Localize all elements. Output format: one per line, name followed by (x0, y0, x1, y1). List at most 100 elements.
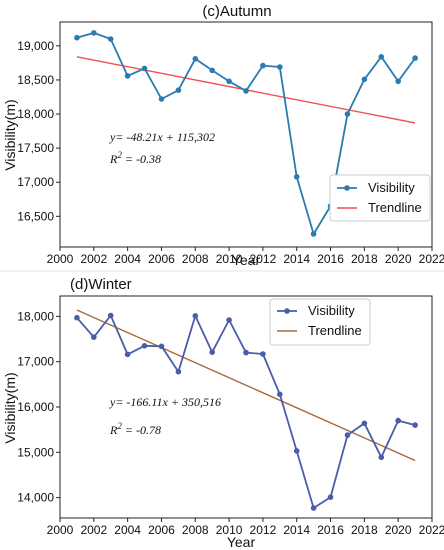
x-tick-label: 2014 (283, 523, 310, 537)
data-point (412, 55, 418, 61)
data-point (293, 174, 300, 180)
r-squared: R2 = -0.38 (109, 150, 161, 166)
tick-layer: 2000 2002 2004 2006 2008 2010 2012 2014 2016 2018… (17, 39, 444, 266)
x-tick-label: 2014 (283, 252, 310, 266)
x-tick-label: 2020 (385, 523, 412, 537)
trend-equation: y= -48.21x + 115,302 (109, 130, 215, 144)
data-point (327, 494, 334, 501)
equation-annotation: y= -166.11x + 350,516 R2 = -0.78 (109, 395, 221, 437)
y-tick-label: 17,500 (17, 141, 54, 155)
data-point (192, 56, 199, 62)
x-axis-label: Year (227, 534, 256, 550)
x-tick-label: 2022 (419, 523, 444, 537)
x-tick-label: 2018 (351, 523, 378, 537)
x-tick-label: 2008 (182, 523, 209, 537)
x-tick-label: 2012 (250, 252, 277, 266)
chart-title: (c)Autumn (202, 3, 271, 20)
y-tick-label: 15,000 (17, 445, 54, 459)
r-squared: R2 = -0.78 (109, 421, 161, 437)
data-point (192, 313, 199, 319)
x-tick-label: 2016 (317, 523, 344, 537)
chart-autumn: (c)Autumn 2000 2002 2004 2006 2008 2010 2012 20… (2, 3, 444, 268)
y-tick-label: 18,500 (17, 73, 54, 87)
x-tick-label: 2022 (419, 252, 444, 266)
y-tick-label: 16,000 (17, 400, 54, 414)
data-point (141, 65, 148, 72)
data-point (395, 78, 402, 85)
x-tick-label: 2004 (114, 252, 141, 266)
legend-label-trendline: Trendline (368, 200, 422, 215)
data-point (277, 64, 283, 70)
trend-equation: y= -166.11x + 350,516 (109, 395, 221, 409)
legend: Visibility Trendline (329, 174, 431, 222)
y-tick-label: 17,000 (17, 355, 54, 369)
data-point (158, 343, 165, 350)
data-point (226, 317, 232, 323)
legend-marker-visibility (284, 308, 290, 314)
data-point (209, 349, 215, 356)
x-tick-label: 2000 (47, 252, 74, 266)
y-tick-label: 14,000 (17, 491, 54, 505)
data-point (158, 96, 165, 102)
equation-annotation: y= -48.21x + 115,302 R2 = -0.38 (109, 130, 215, 166)
legend-marker-visibility (344, 185, 350, 191)
data-point (243, 349, 249, 356)
data-point (91, 334, 97, 341)
data-point (395, 417, 402, 424)
data-point (175, 368, 182, 375)
data-point (378, 54, 385, 60)
trendline (76, 309, 416, 462)
data-point (107, 36, 114, 42)
data-point (107, 312, 114, 319)
x-tick-label: 2010 (216, 252, 243, 266)
legend-label-visibility: Visibility (308, 303, 355, 318)
data-point (124, 73, 131, 79)
x-tick-label: 2004 (114, 523, 141, 537)
data-point (124, 351, 131, 358)
y-tick-label: 19,000 (17, 39, 54, 53)
legend-label-visibility: Visibility (368, 180, 415, 195)
data-point (277, 391, 283, 398)
y-tick-label: 18,000 (17, 107, 54, 121)
data-point (91, 30, 97, 36)
data-point (310, 505, 317, 511)
x-tick-label: 2012 (250, 523, 277, 537)
x-tick-label: 2020 (385, 252, 412, 266)
x-tick-label: 2002 (80, 252, 107, 266)
x-tick-label: 2006 (148, 523, 175, 537)
y-tick-label: 17,000 (17, 175, 54, 189)
data-point (74, 34, 80, 41)
x-tick-label: 2010 (216, 523, 243, 537)
x-tick-label: 2002 (80, 523, 107, 537)
legend-label-trendline: Trendline (308, 323, 362, 338)
x-tick-label: 2000 (47, 523, 74, 537)
series-layer (74, 309, 418, 511)
data-point (310, 231, 317, 237)
data-point (412, 422, 418, 428)
data-point (243, 88, 249, 94)
data-point (378, 454, 385, 461)
data-point (226, 78, 232, 85)
data-point (344, 111, 351, 117)
data-point (344, 432, 351, 438)
tick-layer: 2000 2002 2004 2006 2008 2010 2012 2014 2016 2018… (17, 309, 444, 537)
plot-area (59, 21, 433, 248)
y-tick-label: 18,000 (17, 309, 54, 323)
y-axis-label: Visibility(m) (2, 99, 18, 170)
x-tick-label: 2016 (317, 252, 344, 266)
data-point (209, 67, 215, 74)
x-tick-label: 2008 (182, 252, 209, 266)
legend: Visibility Trendline (269, 298, 371, 346)
data-point (293, 448, 300, 454)
data-point (260, 351, 266, 357)
data-point (141, 343, 148, 349)
series-layer (74, 30, 418, 237)
y-axis-label: Visibility(m) (2, 372, 18, 443)
y-tick-label: 16,500 (17, 209, 54, 223)
data-point (361, 420, 368, 427)
data-point (361, 76, 368, 83)
chart-winter: (d)Winter 2000 2002 2004 2006 2008 2010 2012 20… (2, 276, 444, 550)
data-point (175, 87, 182, 93)
x-tick-label: 2018 (351, 252, 378, 266)
